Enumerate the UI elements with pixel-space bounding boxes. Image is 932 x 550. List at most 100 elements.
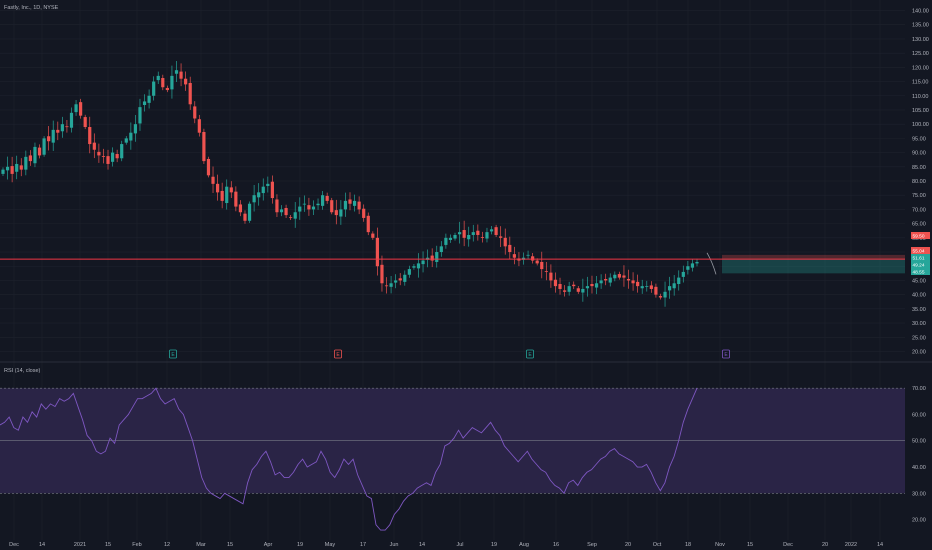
candle-body <box>156 75 160 81</box>
candle-body <box>421 260 425 265</box>
candle-body <box>188 82 192 105</box>
candle-body <box>252 195 256 203</box>
candle-body <box>407 269 411 275</box>
candle-body <box>453 234 457 239</box>
price-tick-label: 90.00 <box>912 151 926 157</box>
candle-body <box>229 187 233 193</box>
candle-body <box>476 230 480 235</box>
candle-body <box>677 277 681 284</box>
candle-body <box>540 261 544 270</box>
candle-body <box>631 280 635 284</box>
rsi-axis[interactable]: 20.00 30.00 40.00 50.00 60.00 70.00 <box>912 386 926 523</box>
candle-body <box>439 246 443 253</box>
price-tick-label: 70.00 <box>912 207 926 213</box>
earnings-marker[interactable] <box>334 349 342 359</box>
candle-body <box>206 158 211 176</box>
candle-body <box>604 279 608 281</box>
rsi-tick-label: 60.00 <box>912 412 926 418</box>
candle-body <box>375 237 379 267</box>
price-tick-label: 105.00 <box>912 108 929 114</box>
price-tick-label: 120.00 <box>912 65 929 71</box>
candle-body <box>15 163 19 172</box>
candle-body <box>211 176 215 184</box>
candle-body <box>307 205 311 210</box>
candle-body <box>234 191 238 207</box>
price-badge-label: 51.61 <box>913 256 925 262</box>
candle-body <box>334 210 338 216</box>
candle-body <box>489 229 494 232</box>
time-tick-label: Dec <box>783 542 793 548</box>
candle-body <box>106 156 110 164</box>
candle-body <box>663 291 667 298</box>
candle-body <box>339 209 343 217</box>
candle-body <box>74 104 78 113</box>
candle-body <box>142 101 147 105</box>
candle-body <box>270 181 274 199</box>
price-axis[interactable]: 20.0025.0030.0035.0040.0045.0050.0055.00… <box>912 9 929 356</box>
candle-body <box>65 126 69 128</box>
time-tick-label: 14 <box>39 542 45 548</box>
candle-body <box>42 138 46 155</box>
candle-body <box>499 236 503 238</box>
candle-body <box>585 286 590 289</box>
candle-body <box>371 233 375 238</box>
time-tick-label: 17 <box>360 542 366 548</box>
time-axis[interactable]: Dec 14 2021 15 Feb 12 Mar 15 Apr 19 May 17 Jun 14 Jul 1… <box>9 542 883 548</box>
candle-body <box>343 200 348 210</box>
price-badge <box>911 261 930 268</box>
candle-body <box>202 131 206 162</box>
candle-body <box>590 283 594 287</box>
projection-zone <box>706 252 905 275</box>
price-series <box>1 60 699 307</box>
candle-body <box>690 263 695 268</box>
rsi-tick-label: 20.00 <box>912 518 926 524</box>
candle-body <box>366 215 370 233</box>
candle-body <box>567 286 571 292</box>
candle-body <box>129 132 133 141</box>
rsi-tick-label: 40.00 <box>912 465 926 471</box>
candle-body <box>649 285 653 289</box>
candle-body <box>654 286 658 295</box>
candle-body <box>672 283 676 289</box>
candle-body <box>179 71 183 79</box>
price-tick-label: 95.00 <box>912 136 926 142</box>
candle-body <box>535 260 539 264</box>
price-badge-label: 48.55 <box>913 270 925 276</box>
price-tick-label: 25.00 <box>912 335 926 341</box>
earnings-marker[interactable] <box>169 349 177 359</box>
price-tick-label: 100.00 <box>912 122 929 128</box>
price-badge-label: 59.50 <box>913 234 925 240</box>
rsi-line <box>0 387 698 531</box>
time-tick-label: 14 <box>877 542 883 548</box>
earnings-marker[interactable] <box>526 349 534 359</box>
time-tick-label: 12 <box>164 542 170 548</box>
candle-body <box>572 284 576 287</box>
time-tick-label: 14 <box>419 542 425 548</box>
price-tick-label: 80.00 <box>912 179 926 185</box>
projection-loss-zone <box>722 254 905 260</box>
candle-body <box>485 232 489 239</box>
candle-body <box>444 237 448 245</box>
candle-body <box>293 212 297 219</box>
candle-body <box>115 154 119 159</box>
time-tick-label: 2021 <box>74 542 86 548</box>
rsi-tick-label: 30.00 <box>912 491 926 497</box>
candle-body <box>37 147 42 156</box>
candle-body <box>325 195 329 201</box>
candle-body <box>110 152 115 162</box>
time-tick-label: Aug <box>519 542 529 548</box>
earnings-marker[interactable] <box>722 349 730 359</box>
time-tick-label: 20 <box>822 542 828 548</box>
candle-body <box>220 190 224 201</box>
time-tick-label: Jul <box>456 542 463 548</box>
price-tick-label: 85.00 <box>912 165 926 171</box>
candle-body <box>321 195 325 206</box>
candle-body <box>553 279 558 287</box>
candle-body <box>83 117 87 128</box>
candle-body <box>695 261 699 264</box>
price-tick-label: 35.00 <box>912 307 926 313</box>
candle-body <box>594 283 599 288</box>
